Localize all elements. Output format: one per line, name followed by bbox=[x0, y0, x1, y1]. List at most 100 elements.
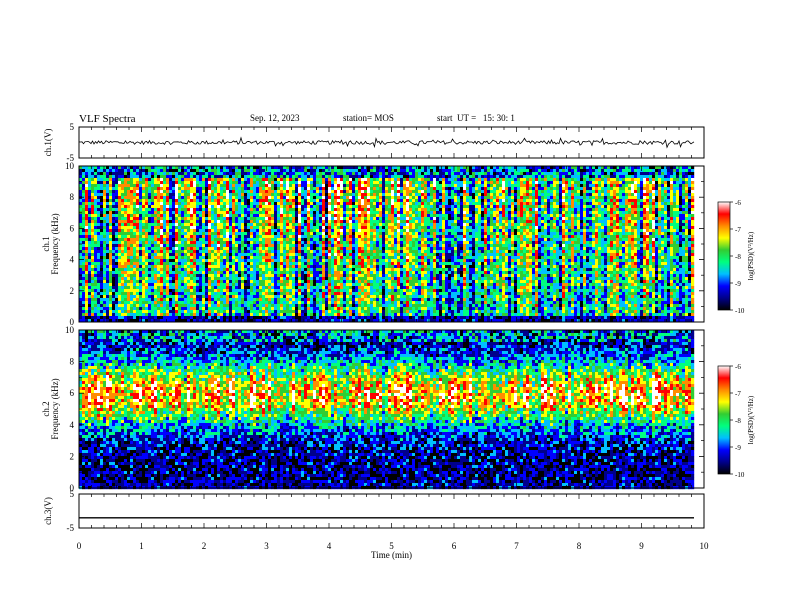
spectrogram-cell bbox=[82, 274, 86, 278]
spectrogram-cell bbox=[214, 304, 218, 308]
spectrogram-cell bbox=[265, 295, 269, 299]
spectrogram-cell bbox=[334, 199, 338, 203]
spectrogram-cell bbox=[307, 289, 311, 293]
spectrogram-cell bbox=[331, 214, 335, 218]
spectrogram-cell bbox=[340, 286, 344, 290]
spectrogram-cell bbox=[355, 274, 359, 278]
spectrogram-cell bbox=[340, 169, 344, 173]
spectrogram-cell bbox=[316, 247, 320, 251]
spectrogram-cell bbox=[346, 283, 350, 287]
spectrogram-cell bbox=[109, 253, 113, 257]
spectrogram-cell bbox=[244, 235, 248, 239]
spectrogram-cell bbox=[151, 226, 155, 230]
spectrogram-cell bbox=[127, 310, 131, 314]
spectrogram-cell bbox=[322, 295, 326, 299]
spectrogram-cell bbox=[94, 166, 98, 170]
spectrogram-cell bbox=[220, 283, 224, 287]
spectrogram-cell bbox=[157, 271, 161, 275]
spectrogram-cell bbox=[250, 307, 254, 311]
spectrogram-cell bbox=[169, 244, 173, 248]
spectrogram-cell bbox=[250, 286, 254, 290]
spectrogram-cell bbox=[349, 259, 353, 263]
spectrogram-cell bbox=[220, 217, 224, 221]
spectrogram-cell bbox=[193, 196, 197, 200]
spectrogram-cell bbox=[85, 232, 89, 236]
spectrogram-cell bbox=[214, 178, 218, 182]
spectrogram-cell bbox=[172, 307, 176, 311]
spectrogram-cell bbox=[181, 229, 185, 233]
spectrogram-cell bbox=[136, 196, 140, 200]
spectrogram-cell bbox=[133, 223, 137, 227]
spectrogram-cell bbox=[295, 301, 299, 305]
spectrogram-cell bbox=[235, 295, 239, 299]
spectrogram-cell bbox=[127, 241, 131, 245]
spectrogram-cell bbox=[283, 190, 287, 194]
spectrogram-cell bbox=[217, 298, 221, 302]
spectrogram-cell bbox=[115, 256, 119, 260]
spectrogram-cell bbox=[220, 205, 224, 209]
spectrogram-cell bbox=[130, 295, 134, 299]
spectrogram-cell bbox=[124, 175, 128, 179]
spectrogram-cell bbox=[79, 178, 83, 182]
spectrogram-cell bbox=[124, 190, 128, 194]
spectrogram-cell bbox=[235, 301, 239, 305]
spectrogram-cell bbox=[145, 223, 149, 227]
spectrogram-cell bbox=[82, 229, 86, 233]
spectrogram-cell bbox=[217, 247, 221, 251]
spectrogram-cell bbox=[124, 184, 128, 188]
spectrogram-cell bbox=[220, 232, 224, 236]
spectrogram-cell bbox=[262, 184, 266, 188]
spectrogram-cell bbox=[325, 208, 329, 212]
spectrogram-cell bbox=[184, 214, 188, 218]
spectrogram-cell bbox=[223, 304, 227, 308]
spectrogram-cell bbox=[229, 310, 233, 314]
spectrogram-cell bbox=[163, 253, 167, 257]
spectrogram-cell bbox=[91, 205, 95, 209]
spectrogram-cell bbox=[187, 250, 191, 254]
spectrogram-cell bbox=[145, 211, 149, 215]
spectrogram-cell bbox=[172, 292, 176, 296]
spectrogram-cell bbox=[163, 307, 167, 311]
spectrogram-cell bbox=[175, 205, 179, 209]
spectrogram-cell bbox=[316, 169, 320, 173]
spectrogram-cell bbox=[148, 295, 152, 299]
spectrogram-cell bbox=[112, 244, 116, 248]
spectrogram-cell bbox=[139, 166, 143, 170]
spectrogram-cell bbox=[193, 289, 197, 293]
spectrogram-cell bbox=[301, 190, 305, 194]
spectrogram-cell bbox=[118, 307, 122, 311]
spectrogram-cell bbox=[322, 289, 326, 293]
spectrogram-cell bbox=[253, 229, 257, 233]
spectrogram-cell bbox=[247, 220, 251, 224]
spectrogram-cell bbox=[334, 313, 338, 317]
spectrogram-cell bbox=[184, 166, 188, 170]
spectrogram-cell bbox=[298, 235, 302, 239]
spectrogram-cell bbox=[199, 310, 203, 314]
spectrogram-cell bbox=[307, 232, 311, 236]
spectrogram-cell bbox=[349, 310, 353, 314]
spectrogram-cell bbox=[124, 286, 128, 290]
spectrogram-cell bbox=[307, 274, 311, 278]
spectrogram-cell bbox=[82, 316, 86, 320]
spectrogram-cell bbox=[268, 235, 272, 239]
spectrogram-cell bbox=[211, 241, 215, 245]
spectrogram-cell bbox=[169, 220, 173, 224]
spectrogram-cell bbox=[229, 280, 233, 284]
spectrogram-cell bbox=[79, 253, 83, 257]
spectrogram-cell bbox=[154, 226, 158, 230]
spectrogram-cell bbox=[124, 259, 128, 263]
spectrogram-cell bbox=[130, 247, 134, 251]
spectrogram-cell bbox=[352, 319, 356, 323]
spectrogram-cell bbox=[88, 265, 92, 269]
spectrogram-cell bbox=[346, 226, 350, 230]
spectrogram-cell bbox=[247, 172, 251, 176]
spectrogram-cell bbox=[181, 274, 185, 278]
spectrogram-cell bbox=[256, 208, 260, 212]
spectrogram-cell bbox=[142, 205, 146, 209]
spectrogram-cell bbox=[343, 208, 347, 212]
spectrogram-cell bbox=[268, 190, 272, 194]
spectrogram-cell bbox=[148, 175, 152, 179]
spectrogram-cell bbox=[103, 280, 107, 284]
spectrogram-cell bbox=[187, 184, 191, 188]
spectrogram-cell bbox=[349, 166, 353, 170]
